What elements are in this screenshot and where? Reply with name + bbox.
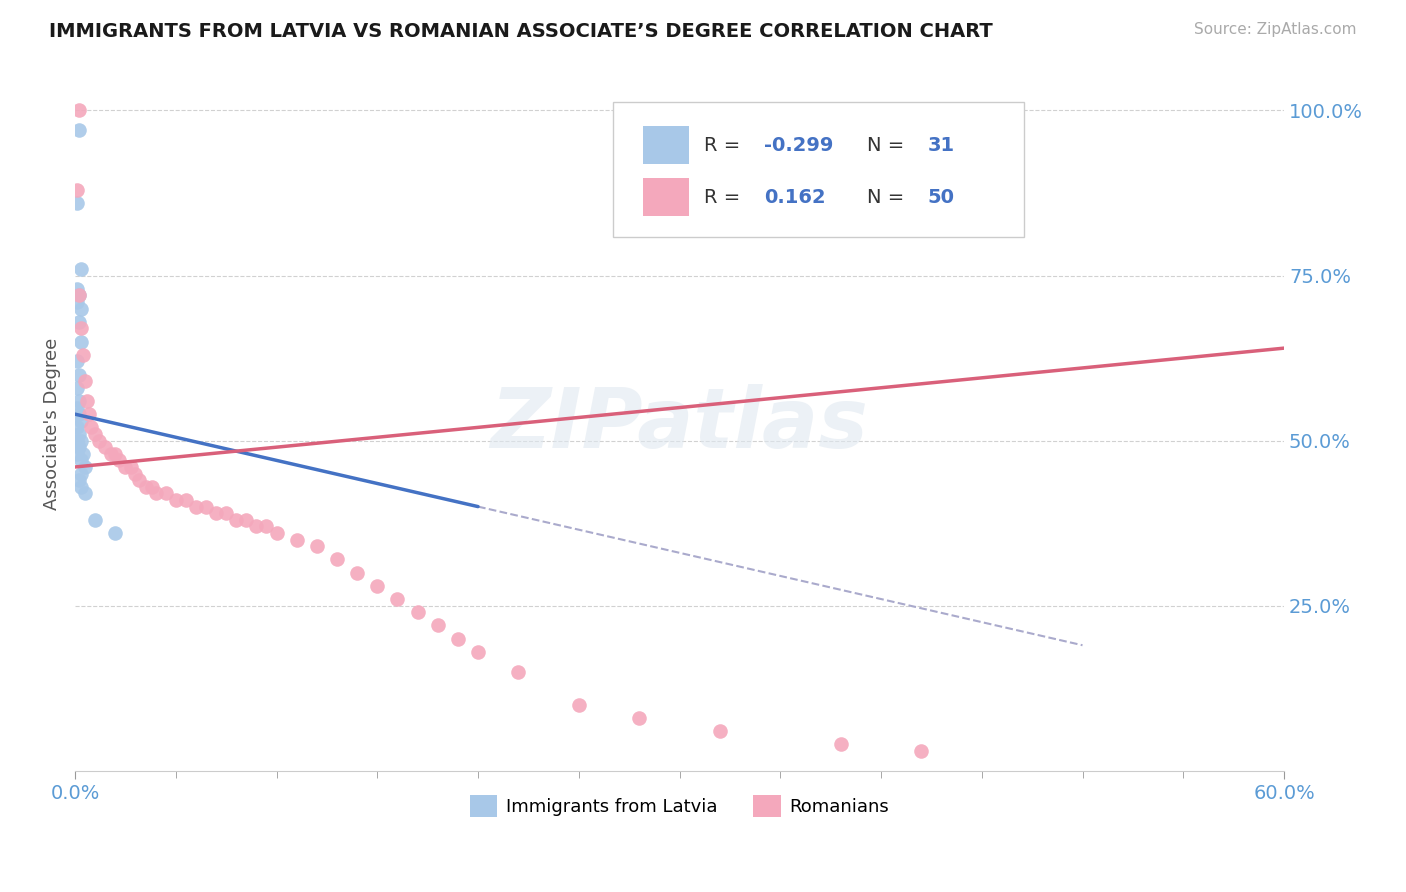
Text: IMMIGRANTS FROM LATVIA VS ROMANIAN ASSOCIATE’S DEGREE CORRELATION CHART: IMMIGRANTS FROM LATVIA VS ROMANIAN ASSOC… xyxy=(49,22,993,41)
Point xyxy=(80,420,103,434)
Point xyxy=(124,467,146,481)
Point xyxy=(910,744,932,758)
Text: 0.162: 0.162 xyxy=(763,188,825,207)
Point xyxy=(104,447,127,461)
Text: R =: R = xyxy=(703,188,740,207)
Point xyxy=(89,434,111,448)
Point xyxy=(245,519,267,533)
Text: 50: 50 xyxy=(928,188,955,207)
Point xyxy=(67,394,90,409)
Point xyxy=(76,394,98,409)
Point xyxy=(508,665,530,679)
Point xyxy=(66,401,89,415)
Point xyxy=(305,539,328,553)
Point xyxy=(70,301,93,316)
Point xyxy=(195,500,218,514)
Point xyxy=(114,460,136,475)
Text: N =: N = xyxy=(868,188,904,207)
Point xyxy=(120,460,142,475)
Point xyxy=(66,420,89,434)
Point xyxy=(67,288,90,302)
Point xyxy=(128,473,150,487)
Point xyxy=(72,348,94,362)
Point xyxy=(70,321,93,335)
Point xyxy=(184,500,207,514)
Point xyxy=(94,440,117,454)
Point xyxy=(66,434,89,448)
Point xyxy=(426,618,449,632)
Point xyxy=(66,195,89,210)
Point xyxy=(70,480,93,494)
Point xyxy=(70,334,93,349)
Point xyxy=(67,440,90,454)
Text: N =: N = xyxy=(868,136,904,155)
Point xyxy=(406,605,429,619)
Text: Source: ZipAtlas.com: Source: ZipAtlas.com xyxy=(1194,22,1357,37)
Point xyxy=(628,711,651,725)
Point xyxy=(174,493,197,508)
Point xyxy=(66,381,89,395)
Point xyxy=(155,486,177,500)
Point xyxy=(285,533,308,547)
Point xyxy=(67,407,90,421)
Point xyxy=(225,513,247,527)
Point xyxy=(165,493,187,508)
Point xyxy=(66,183,89,197)
Point xyxy=(75,374,97,388)
Legend: Immigrants from Latvia, Romanians: Immigrants from Latvia, Romanians xyxy=(463,788,897,824)
Text: ZIPatlas: ZIPatlas xyxy=(491,384,869,465)
Point xyxy=(67,315,90,329)
Y-axis label: Associate's Degree: Associate's Degree xyxy=(44,338,60,510)
Point xyxy=(66,354,89,368)
Point xyxy=(67,103,90,118)
Point xyxy=(66,447,89,461)
Point xyxy=(70,434,93,448)
Text: 31: 31 xyxy=(928,136,955,155)
Text: -0.299: -0.299 xyxy=(763,136,834,155)
Point xyxy=(104,526,127,541)
Point xyxy=(67,473,90,487)
Bar xyxy=(643,178,689,216)
Point xyxy=(100,447,122,461)
Point xyxy=(66,294,89,309)
Point xyxy=(84,427,107,442)
Point xyxy=(75,460,97,475)
Point xyxy=(77,407,100,421)
Point xyxy=(830,737,852,751)
Point xyxy=(346,566,368,580)
Point xyxy=(215,506,238,520)
Point xyxy=(135,480,157,494)
FancyBboxPatch shape xyxy=(613,102,1024,237)
Point xyxy=(366,579,388,593)
Point xyxy=(72,447,94,461)
Point xyxy=(467,645,489,659)
Point xyxy=(70,414,93,428)
Point xyxy=(70,467,93,481)
Point xyxy=(108,453,131,467)
Point xyxy=(67,427,90,442)
Point xyxy=(67,288,90,302)
Point xyxy=(67,123,90,137)
Point xyxy=(568,698,591,712)
Point xyxy=(387,592,409,607)
Point xyxy=(235,513,257,527)
Point xyxy=(447,632,470,646)
Text: R =: R = xyxy=(703,136,740,155)
Point xyxy=(709,724,731,739)
Bar xyxy=(643,126,689,164)
Point xyxy=(254,519,277,533)
Point xyxy=(70,261,93,276)
Point xyxy=(75,486,97,500)
Point xyxy=(67,368,90,382)
Point xyxy=(84,513,107,527)
Point xyxy=(205,506,228,520)
Point xyxy=(66,282,89,296)
Point xyxy=(266,526,288,541)
Point xyxy=(141,480,163,494)
Point xyxy=(145,486,167,500)
Point xyxy=(326,552,349,566)
Point xyxy=(70,453,93,467)
